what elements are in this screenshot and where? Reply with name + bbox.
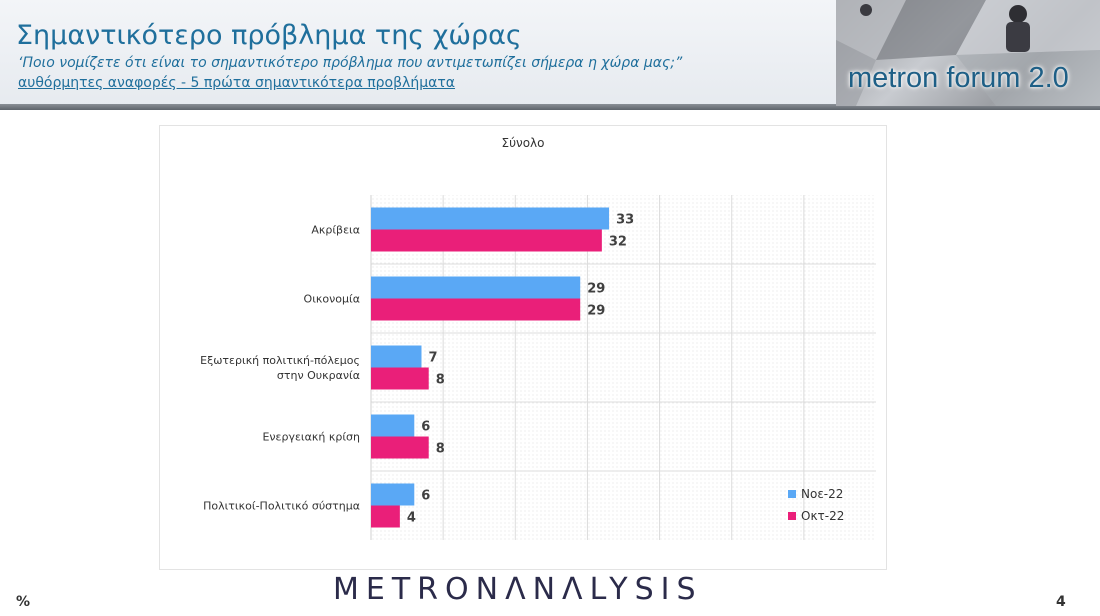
bar-okt-22 — [371, 298, 581, 321]
bar-noe-22 — [371, 276, 581, 299]
metron-forum-logo: metron forum 2.0 — [836, 0, 1100, 106]
bar-okt-22 — [371, 436, 429, 459]
logo-text: metron forum 2.0 — [848, 62, 1069, 94]
data-label: 29 — [587, 304, 605, 319]
data-label: 32 — [609, 235, 627, 250]
chart-panel: Σύνολο Ακρίβεια 33 32 Οικονομία 29 29 Εξωτερικ… — [159, 125, 887, 570]
brand-text-2: ΛNΛLYSIS — [505, 572, 703, 607]
header-divider — [0, 104, 1100, 110]
data-label: 8 — [436, 373, 445, 388]
data-label: 8 — [436, 442, 445, 457]
page-number: 4 — [1056, 594, 1066, 610]
category-label: στην Ουκρανία — [277, 369, 360, 382]
survey-note: αυθόρμητες αναφορές - 5 πρώτα σημαντικότ… — [18, 75, 456, 91]
category-label: Ακρίβεια — [311, 224, 360, 237]
category-label: Οικονομία — [304, 293, 360, 306]
data-label: 6 — [421, 420, 430, 435]
logo-background-graphic — [836, 0, 1100, 106]
brand-text-1: METRON — [333, 572, 506, 607]
data-label: 4 — [407, 511, 416, 526]
legend-label: Οκτ-22 — [801, 509, 844, 523]
category-label: Πολιτικοί-Πολιτικό σύστημα — [203, 500, 360, 513]
category-label: Εξωτερική πολιτική-πόλεμος — [200, 354, 360, 367]
data-label: 29 — [587, 282, 605, 297]
unit-label: % — [16, 594, 31, 610]
bar-okt-22 — [371, 229, 602, 252]
bar-okt-22 — [371, 367, 429, 390]
survey-question: ‘Ποιο νομίζετε ότι είναι το σημαντικότερ… — [18, 55, 683, 71]
bar-noe-22 — [371, 414, 415, 437]
legend-swatch — [788, 490, 796, 498]
bar-chart: Ακρίβεια 33 32 Οικονομία 29 29 Εξωτερική πολιτ… — [200, 195, 876, 540]
bar-noe-22 — [371, 483, 415, 506]
legend-label: Νοε-22 — [801, 487, 843, 501]
chart-title: Σύνολο — [501, 136, 545, 150]
bar-noe-22 — [371, 345, 422, 368]
data-label: 7 — [429, 351, 438, 366]
plot-area — [371, 195, 876, 540]
category-label: Ενεργειακή κρίση — [262, 431, 360, 444]
data-label: 33 — [616, 213, 634, 228]
metron-analysis-logo: METRONΛNΛLYSIS — [333, 572, 703, 607]
slide-title: Σημαντικότερο πρόβλημα της χώρας — [16, 20, 522, 51]
bar-okt-22 — [371, 505, 400, 528]
bar-noe-22 — [371, 207, 610, 230]
legend-swatch — [788, 512, 796, 520]
data-label: 6 — [421, 489, 430, 504]
